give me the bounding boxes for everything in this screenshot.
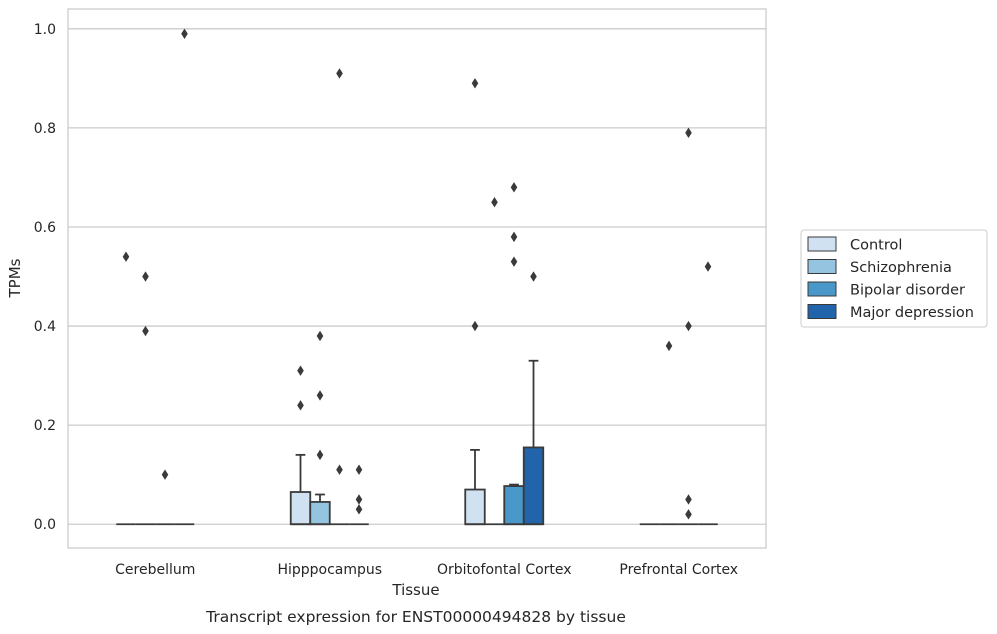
y-tick-label: 0.6 <box>34 220 56 236</box>
box <box>503 485 525 526</box>
outlier-point <box>316 449 324 461</box>
legend-swatch <box>807 281 837 297</box>
box-group <box>116 251 136 526</box>
box-group <box>349 464 369 526</box>
x-tick-label: Hipppocampus <box>277 562 382 578</box>
y-axis-label: TPMs <box>6 258 24 298</box>
box <box>464 488 486 526</box>
legend: Control Schizophrenia Bipolar disorder Majo… <box>800 229 988 328</box>
x-tick-label: Orbitofontal Cortex <box>437 562 572 578</box>
legend-swatch <box>807 304 837 319</box>
outlier-point <box>297 365 304 376</box>
outlier-point <box>161 469 169 480</box>
box <box>522 446 545 526</box>
box <box>289 491 312 526</box>
legend-label: Bipolar disorder <box>850 283 965 299</box>
outlier-point <box>316 330 324 342</box>
outlier-point <box>316 390 324 401</box>
box <box>309 501 331 526</box>
outlier-point <box>510 231 518 243</box>
outlier-point <box>685 320 692 332</box>
y-tick-label: 0.8 <box>34 121 56 137</box>
legend-label: Major depression <box>850 305 974 321</box>
box-group <box>135 271 156 526</box>
outlier-point <box>471 78 479 89</box>
y-tick-label: 0.0 <box>34 517 56 533</box>
outlier-point <box>471 320 479 332</box>
y-tick-labels: 0.0 0.2 0.4 0.6 0.8 1.0 <box>34 22 56 533</box>
outlier-point <box>704 261 712 272</box>
outlier-point <box>685 509 692 520</box>
outlier-point <box>142 271 149 282</box>
outlier-point <box>491 197 498 208</box>
legend-swatch <box>807 259 837 274</box>
boxes <box>116 28 718 526</box>
y-tick-label: 0.2 <box>34 418 56 434</box>
outlier-point <box>336 68 343 79</box>
legend-frame <box>800 229 988 328</box>
outlier-point <box>530 271 537 282</box>
chart-caption: Transcript expression for ENST0000049482… <box>205 608 626 626</box>
outlier-point <box>510 182 518 193</box>
box-group <box>522 271 545 526</box>
legend-swatch <box>807 236 837 252</box>
outlier-point <box>142 325 149 337</box>
box-group <box>174 28 195 526</box>
outlier-point <box>510 256 518 267</box>
plot-area <box>67 8 767 549</box>
x-tick-label: Cerebellum <box>115 562 195 578</box>
x-tick-labels: Cerebellum Hipppocampus Orbitofontal Corte… <box>115 562 738 578</box>
outlier-point <box>297 400 304 411</box>
y-tick-label: 0.4 <box>34 319 56 335</box>
box-group <box>464 78 486 526</box>
box-group <box>309 330 331 526</box>
box-group <box>289 365 312 526</box>
x-axis-label: Tissue <box>391 581 439 599</box>
outlier-point <box>665 340 673 352</box>
legend-label: Control <box>850 238 902 254</box>
outlier-point <box>122 251 130 262</box>
box-group <box>155 469 175 526</box>
outlier-point <box>685 127 692 139</box>
box-group <box>678 127 699 526</box>
legend-label: Schizophrenia <box>850 260 952 276</box>
outlier-point <box>685 494 692 505</box>
outlier-point <box>355 494 363 505</box>
box-group <box>698 261 718 526</box>
x-tick-label: Prefrontal Cortex <box>619 562 738 578</box>
box-group <box>659 340 679 526</box>
y-tick-label: 1.0 <box>34 22 56 38</box>
box-group <box>329 68 350 526</box>
outlier-point <box>336 464 343 475</box>
outlier-point <box>355 464 363 475</box>
outlier-point <box>181 28 188 39</box>
outlier-point <box>355 504 363 515</box>
box-group <box>484 197 505 526</box>
